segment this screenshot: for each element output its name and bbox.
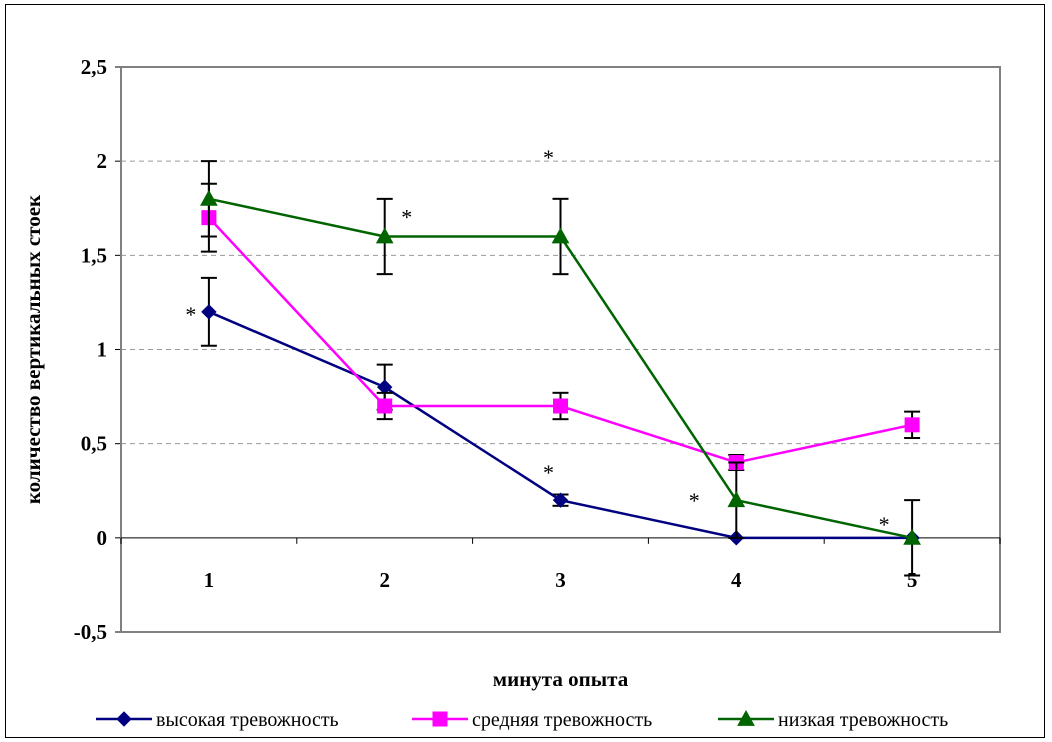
legend: высокая тревожность средняя тревожность ни… <box>96 709 948 731</box>
series-3 <box>200 160 921 577</box>
series-layer <box>200 160 921 577</box>
legend-item-2: средняя тревожность <box>412 709 652 731</box>
significance-asterisk: * <box>689 488 700 513</box>
y-tick-label: 1,5 <box>81 243 107 267</box>
legend-label: средняя тревожность <box>472 709 652 731</box>
data-point <box>903 528 921 545</box>
series-2 <box>200 182 921 472</box>
significance-asterisk: * <box>543 145 554 170</box>
y-tick-labels: 2,5 2 1,5 1 0,5 0 -0,5 <box>74 55 107 644</box>
y-tick-label: 0,5 <box>81 432 107 456</box>
chart-frame <box>5 4 1045 738</box>
legend-swatch-marker <box>116 711 132 727</box>
data-point <box>200 189 218 206</box>
plot-area-border <box>120 66 1001 633</box>
data-point <box>375 227 394 244</box>
y-tick-label: 2 <box>97 149 108 173</box>
x-tick-label: 2 <box>379 568 390 592</box>
annotation-layer: * * * * * * <box>185 145 889 537</box>
data-point <box>201 304 217 320</box>
y-axis-title: количество вертикальных стоек <box>21 194 45 504</box>
significance-asterisk: * <box>543 460 554 485</box>
legend-swatch-marker <box>737 709 755 726</box>
x-tick-label: 1 <box>204 568 215 592</box>
significance-asterisk: * <box>401 205 412 230</box>
data-point <box>552 492 569 508</box>
x-tick-label: 5 <box>907 568 918 592</box>
significance-asterisk: * <box>879 512 890 537</box>
x-tick-label: 4 <box>731 568 742 592</box>
y-tick-label: 1 <box>97 338 108 362</box>
data-point <box>727 491 746 508</box>
y-tick-label: 0 <box>97 526 108 550</box>
y-tick-label: 2,5 <box>81 55 107 79</box>
x-axis-title: минута опыта <box>493 667 629 691</box>
legend-item-3: низкая тревожность <box>718 709 948 731</box>
data-point <box>551 227 570 244</box>
data-point <box>904 417 920 433</box>
data-point <box>377 398 393 414</box>
x-tick-labels: 1 2 3 4 5 <box>204 568 918 592</box>
legend-swatch-marker <box>432 711 448 727</box>
x-tick-label: 3 <box>555 568 566 592</box>
grid-layer <box>115 66 1000 633</box>
legend-label: низкая тревожность <box>778 709 948 731</box>
y-tick-label: -0,5 <box>74 620 107 644</box>
legend-label: высокая тревожность <box>156 709 339 731</box>
data-point <box>553 398 568 414</box>
legend-item-1: высокая тревожность <box>96 709 339 731</box>
significance-asterisk: * <box>185 302 196 327</box>
